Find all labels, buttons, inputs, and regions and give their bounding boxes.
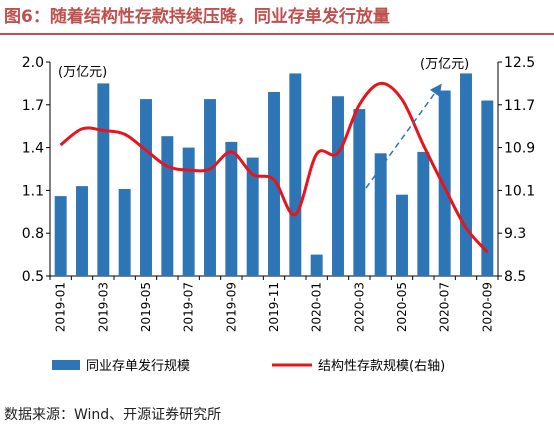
x-tick-label: 2019-01 <box>54 282 68 332</box>
bar <box>54 196 67 276</box>
line-point <box>273 179 275 181</box>
bar <box>140 99 152 276</box>
left-tick-label: 1.7 <box>22 98 44 114</box>
line-point <box>188 169 190 171</box>
left-tick-label: 1.4 <box>22 141 44 157</box>
left-tick-label: 0.8 <box>22 226 44 242</box>
trend-arrow <box>365 83 442 189</box>
line-point <box>252 173 254 175</box>
line-point <box>209 168 211 170</box>
line-point <box>316 153 318 155</box>
line-point <box>166 165 168 167</box>
x-tick-label: 2020-01 <box>310 282 324 332</box>
legend-bar-swatch <box>52 360 80 370</box>
chart: 0.5 0.8 1.1 1.4 1.7 2.0 8.5 9.3 10.1 10.9 11.7 12.5… <box>22 55 535 374</box>
x-tick-label: 2019-05 <box>139 282 153 332</box>
line-point <box>465 227 467 229</box>
bar <box>374 153 387 276</box>
right-tick-label: 8.5 <box>504 269 526 285</box>
line-point <box>401 98 403 100</box>
line-point <box>486 251 488 253</box>
line-point <box>60 144 62 146</box>
line-point <box>230 151 232 153</box>
line-point <box>380 82 382 84</box>
chart-title: 图6：随着结构性存款持续压降，同业存单发行放量 <box>4 7 390 27</box>
line-point <box>337 152 339 154</box>
left-tick-label: 0.5 <box>22 269 44 285</box>
line-point <box>102 129 104 131</box>
bar <box>225 141 238 276</box>
source-note: 数据来源：Wind、开源证券研究所 <box>4 407 222 423</box>
x-tick-label: 2019-03 <box>96 282 110 332</box>
x-tick-label: 2019-11 <box>267 282 281 332</box>
legend-line-label: 结构性存款规模(右轴) <box>318 359 445 374</box>
left-tick-label: 2.0 <box>22 55 44 71</box>
right-tick-label: 10.1 <box>504 183 535 199</box>
line-series <box>59 81 489 253</box>
bar <box>460 73 472 276</box>
left-unit-label: (万亿元) <box>58 65 107 80</box>
bar <box>204 99 216 276</box>
line-point <box>294 213 296 215</box>
bar <box>353 109 366 276</box>
right-tick-label: 11.7 <box>504 98 535 114</box>
bar <box>396 194 408 276</box>
bar <box>118 188 131 276</box>
left-tick-label: 1.1 <box>22 183 44 199</box>
bar <box>182 147 195 276</box>
line-point <box>81 128 83 130</box>
axes-group: 0.5 0.8 1.1 1.4 1.7 2.0 8.5 9.3 10.1 10.9 11.7 12.5… <box>22 55 535 332</box>
right-unit-label: (万亿元) <box>420 57 469 72</box>
bar <box>417 151 430 276</box>
x-tick-label: 2020-05 <box>395 282 409 332</box>
line-point <box>444 187 446 189</box>
line-point <box>145 149 147 151</box>
x-tick-label: 2020-07 <box>438 282 452 332</box>
bar <box>268 91 280 277</box>
bar <box>97 83 110 277</box>
title-underline <box>0 33 554 35</box>
legend-bar-label: 同业存单发行规模 <box>86 358 190 374</box>
x-tick-label: 2019-09 <box>224 282 238 332</box>
bar <box>332 96 344 276</box>
bar <box>289 73 302 276</box>
bar <box>246 157 259 276</box>
line-point <box>422 144 424 146</box>
bar <box>438 90 451 277</box>
x-tick-label: 2019-07 <box>182 282 196 332</box>
right-tick-label: 12.5 <box>504 55 535 71</box>
x-tick-label: 2020-03 <box>352 282 366 332</box>
bar <box>481 100 494 277</box>
bar <box>76 186 88 276</box>
legend: 同业存单发行规模 结构性存款规模(右轴) <box>52 358 445 374</box>
right-tick-label: 10.9 <box>504 141 535 157</box>
line-point <box>358 104 360 106</box>
right-tick-label: 9.3 <box>504 226 526 242</box>
line-point <box>124 133 126 135</box>
bar <box>161 136 174 276</box>
bar-series <box>54 73 494 277</box>
x-tick-label: 2020-09 <box>480 282 494 332</box>
bar <box>310 254 323 276</box>
